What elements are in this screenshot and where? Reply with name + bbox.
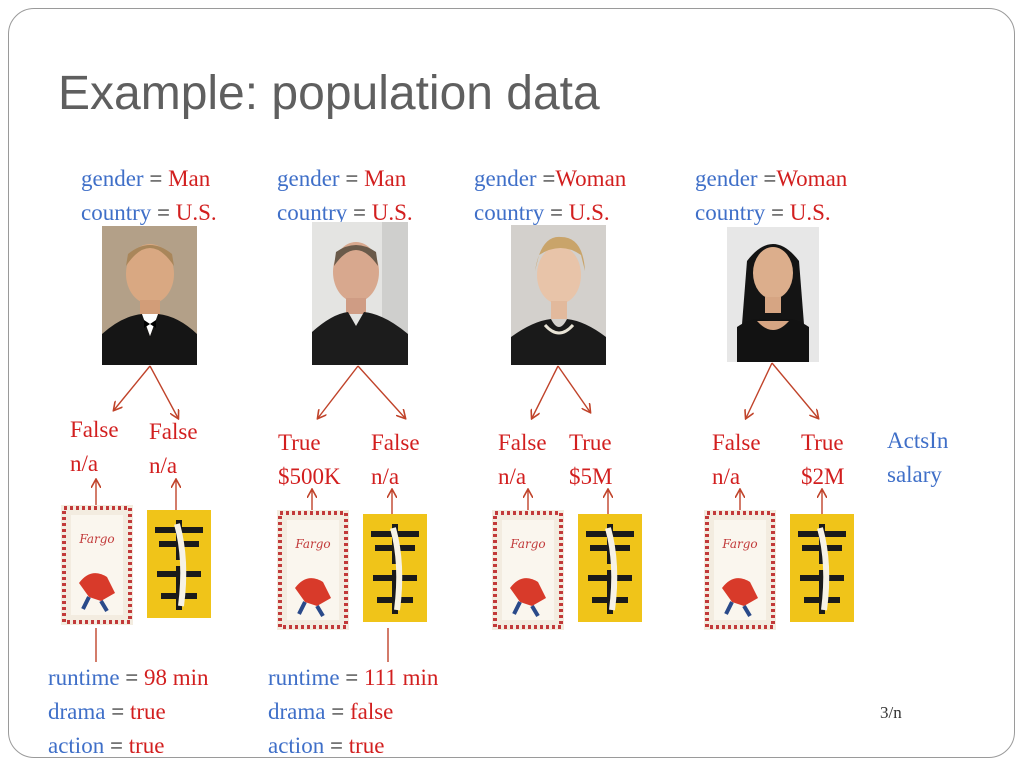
gender-value: Woman xyxy=(776,166,848,191)
edge-acts-8: True xyxy=(801,430,844,455)
edge-acts-5: False xyxy=(498,430,547,455)
drama-key: drama xyxy=(268,699,326,724)
gender-value: Woman xyxy=(555,166,627,191)
svg-text:Fargo: Fargo xyxy=(78,532,114,546)
fargo-poster-1: Fargo xyxy=(61,505,133,630)
runtime-key: runtime xyxy=(268,665,340,690)
equals: = xyxy=(550,200,563,225)
edge-acts-6: True xyxy=(569,430,612,455)
fargo-poster-3: Fargo xyxy=(492,510,564,635)
edge-salary-8: $2M xyxy=(801,464,845,489)
country-value: U.S. xyxy=(568,200,610,225)
legend-acts-in: ActsIn xyxy=(887,428,949,453)
kill-bill-poster-1 xyxy=(147,510,211,623)
runtime-value: 111 min xyxy=(364,665,439,690)
equals: = xyxy=(771,200,784,225)
country-value: U.S. xyxy=(371,200,413,225)
country-value: U.S. xyxy=(789,200,831,225)
equals: = xyxy=(345,166,359,191)
runtime-value: 98 min xyxy=(144,665,209,690)
equals: = xyxy=(149,166,163,191)
svg-text:Fargo: Fargo xyxy=(294,537,330,551)
drama-value: false xyxy=(349,699,394,724)
country-key: country xyxy=(81,200,152,225)
country-key: country xyxy=(277,200,348,225)
drama-key: drama xyxy=(48,699,106,724)
action-key: action xyxy=(48,733,105,758)
person-photo-1 xyxy=(102,226,197,365)
gender-key: gender xyxy=(695,166,758,191)
person-photo-2 xyxy=(312,222,408,365)
equals: = xyxy=(157,200,170,225)
edge-salary-3: $500K xyxy=(278,464,341,489)
drama-value: true xyxy=(129,699,166,724)
slide-frame xyxy=(8,8,1015,758)
gender-value: Man xyxy=(364,166,407,191)
equals: = xyxy=(109,733,123,758)
action-value: true xyxy=(348,733,385,758)
fargo-poster-4: Fargo xyxy=(704,510,776,635)
edge-salary-7: n/a xyxy=(712,464,741,489)
edge-salary-5: n/a xyxy=(498,464,527,489)
svg-text:Fargo: Fargo xyxy=(721,537,757,551)
action-key: action xyxy=(268,733,325,758)
person-photo-4 xyxy=(727,227,819,362)
equals: = xyxy=(763,166,777,191)
edge-acts-4: False xyxy=(371,430,420,455)
edge-salary-4: n/a xyxy=(371,464,400,489)
equals: = xyxy=(329,733,343,758)
equals: = xyxy=(111,699,125,724)
edge-salary-6: $5M xyxy=(569,464,613,489)
person-photo-3 xyxy=(511,225,606,365)
kill-bill-poster-4 xyxy=(790,514,854,627)
edge-salary-2: n/a xyxy=(149,453,178,478)
country-key: country xyxy=(695,200,766,225)
kill-bill-poster-3 xyxy=(578,514,642,627)
country-key: country xyxy=(474,200,545,225)
legend-salary: salary xyxy=(887,462,942,487)
slide-title: Example: population data xyxy=(58,67,600,120)
country-value: U.S. xyxy=(175,200,217,225)
gender-key: gender xyxy=(277,166,340,191)
edge-acts-7: False xyxy=(712,430,761,455)
runtime-key: runtime xyxy=(48,665,120,690)
edge-acts-3: True xyxy=(278,430,321,455)
kill-bill-poster-2 xyxy=(363,514,427,627)
page-number: 3/n xyxy=(880,703,902,722)
action-value: true xyxy=(128,733,165,758)
equals: = xyxy=(345,665,359,690)
svg-text:Fargo: Fargo xyxy=(509,537,545,551)
gender-key: gender xyxy=(474,166,537,191)
equals: = xyxy=(542,166,556,191)
gender-key: gender xyxy=(81,166,144,191)
gender-value: Man xyxy=(168,166,211,191)
equals: = xyxy=(331,699,345,724)
edge-acts-1: False xyxy=(70,417,119,442)
edge-salary-1: n/a xyxy=(70,451,99,476)
equals: = xyxy=(125,665,139,690)
fargo-poster-2: Fargo xyxy=(277,510,349,635)
edge-acts-2: False xyxy=(149,419,198,444)
equals: = xyxy=(353,200,366,225)
